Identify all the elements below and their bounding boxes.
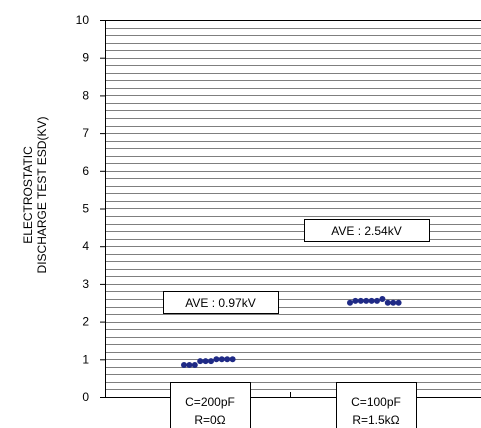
y-tick-label: 2 [82, 315, 89, 329]
average-annotations: AVE : 0.97kV AVE : 2.54kV [163, 219, 430, 314]
y-tick-label: 9 [82, 51, 89, 65]
data-point [395, 299, 402, 306]
category-label-line: R=1.5kΩ [352, 413, 399, 427]
data-point [218, 356, 225, 363]
data-point [202, 358, 209, 365]
category-label-line: C=200pF [185, 395, 235, 409]
data-point [347, 299, 353, 306]
data-point [181, 361, 187, 368]
y-tick-label: 1 [82, 352, 89, 366]
y-tick-label: 6 [82, 164, 89, 178]
y-axis-label: ELECTROSTATIC DISCHARGE TEST ESD(KV) [0, 117, 70, 274]
annotation-text: AVE : 2.54kV [331, 224, 401, 238]
data-point [357, 297, 364, 304]
y-tick-label: 10 [76, 13, 90, 27]
grid-lines [105, 20, 481, 398]
data-point [229, 356, 236, 363]
data-point [374, 297, 380, 304]
annotation-text: AVE : 0.97kV [185, 296, 255, 310]
category-label-line: R=0Ω [194, 413, 225, 427]
data-point [208, 358, 214, 365]
category-label-line: C=100pF [351, 395, 401, 409]
y-tick-label: 4 [82, 239, 89, 253]
data-point [224, 356, 231, 363]
data-point [191, 361, 198, 368]
y-tick-label: 0 [82, 390, 89, 404]
y-tick-label: 5 [82, 202, 89, 216]
data-points [181, 295, 402, 368]
annotation-box [304, 219, 430, 242]
data-point [197, 358, 204, 365]
data-point [186, 361, 193, 368]
y-tick-label: 7 [82, 126, 89, 140]
data-point [352, 297, 359, 304]
y-tick-label: 8 [82, 88, 89, 102]
y-tick-label: 3 [82, 277, 89, 291]
y-axis-label-line-1: ELECTROSTATIC [21, 146, 35, 244]
category-label-box [170, 382, 251, 428]
category-label-box [336, 382, 417, 428]
data-point [213, 356, 220, 363]
data-point [363, 297, 370, 304]
data-point [379, 295, 386, 302]
plot-frame [105, 20, 481, 398]
annotation-box [163, 291, 279, 314]
x-axis-category-labels: C=200pF R=0Ω C=100pF R=1.5kΩ [170, 382, 417, 428]
data-point [390, 299, 397, 306]
y-axis-ticks: 0 1 2 3 4 5 6 7 8 9 10 [76, 13, 105, 404]
data-point [384, 299, 391, 306]
data-point [368, 297, 375, 304]
y-axis-label-line-2: DISCHARGE TEST ESD(KV) [35, 116, 49, 274]
